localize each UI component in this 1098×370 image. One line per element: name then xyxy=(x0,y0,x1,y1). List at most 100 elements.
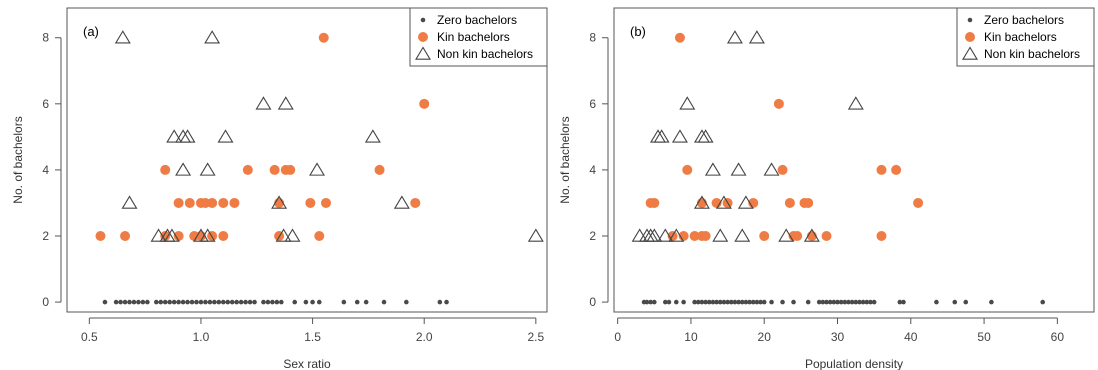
legend-b: Zero bachelors Kin bachelors Non kin bac… xyxy=(956,7,1095,67)
zero-bachelors-point xyxy=(743,299,749,305)
y-tick-label: 6 xyxy=(589,97,596,111)
zero-bachelors-point xyxy=(274,299,280,305)
zero-bachelors-point xyxy=(699,299,705,305)
kin-bachelors-point xyxy=(419,98,430,109)
data-points-a xyxy=(95,30,544,305)
zero-bachelors-point xyxy=(868,299,873,305)
zero-bachelors-point xyxy=(122,299,128,305)
zero-bachelors-point xyxy=(162,299,168,305)
kin-bachelors-point xyxy=(218,231,229,241)
plot-frame-a xyxy=(66,7,548,313)
kin-bachelors-point xyxy=(803,197,814,208)
y-tick-label: 2 xyxy=(589,229,596,243)
x-tick-label: 50 xyxy=(977,330,991,344)
zero-bachelors-point xyxy=(292,299,298,305)
non-kin-bachelors-point xyxy=(166,129,183,143)
zero-bachelors-point xyxy=(220,299,226,305)
x-tick-label: 0.5 xyxy=(81,330,98,344)
zero-bachelors-point xyxy=(310,299,315,305)
panel-label-b: (b) xyxy=(630,24,646,39)
non-kin-bachelors-point xyxy=(175,162,192,176)
zero-bachelors-point xyxy=(728,299,734,305)
kin-bachelors-point xyxy=(821,231,832,241)
zero-bachelors-point xyxy=(838,299,844,305)
zero-bachelors-point xyxy=(934,299,939,305)
kin-bachelors-point xyxy=(876,164,887,175)
kin-bachelors-point xyxy=(318,32,329,43)
x-axis-a: 0.5 1.0 1.5 2.0 2.5 xyxy=(81,317,545,344)
zero-bachelors-point xyxy=(167,299,172,305)
non-kin-bachelors-point xyxy=(715,195,732,209)
non-kin-bachelors-point xyxy=(778,228,795,242)
non-kin-bachelors-point xyxy=(726,30,743,44)
non-kin-bachelors-point xyxy=(393,195,410,209)
kin-bachelors-point xyxy=(314,231,325,241)
legend-symbol-kin-b xyxy=(965,32,975,42)
zero-bachelors-point xyxy=(714,299,719,305)
kin-bachelors-point xyxy=(674,32,685,43)
x-tick-label: 40 xyxy=(904,330,918,344)
kin-bachelors-point xyxy=(305,197,316,208)
x-tick-label: 20 xyxy=(758,330,772,344)
legend-symbol-nonkin-b xyxy=(962,46,978,60)
legend-label-kin-b: Kin bachelors xyxy=(984,30,1057,44)
zero-bachelors-point xyxy=(673,299,679,305)
zero-bachelors-point xyxy=(754,299,760,305)
zero-bachelors-point xyxy=(212,299,217,305)
non-kin-bachelors-point xyxy=(275,228,292,242)
x-tick-label: 10 xyxy=(684,330,698,344)
non-kin-bachelors-point xyxy=(712,228,729,242)
zero-bachelors-point xyxy=(303,299,309,305)
zero-bachelors-point xyxy=(354,299,360,305)
legend-symbol-nonkin-a xyxy=(415,46,431,60)
non-kin-bachelors-point xyxy=(199,228,216,242)
zero-bachelors-point xyxy=(648,299,653,305)
zero-bachelors-point xyxy=(736,299,741,305)
legend-label-zero-a: Zero bachelors xyxy=(437,13,517,27)
zero-bachelors-point xyxy=(721,299,727,305)
zero-bachelors-point xyxy=(140,299,146,305)
zero-bachelors-point xyxy=(644,299,650,305)
non-kin-bachelors-point xyxy=(255,96,272,110)
non-kin-bachelors-point xyxy=(737,195,754,209)
zero-bachelors-point xyxy=(238,299,244,305)
zero-bachelors-point xyxy=(805,299,811,305)
zero-bachelors-point xyxy=(897,299,903,305)
zero-bachelors-point xyxy=(692,299,697,305)
zero-bachelors-point xyxy=(171,299,177,305)
zero-bachelors-point xyxy=(176,299,181,305)
kin-bachelors-point xyxy=(410,197,421,208)
zero-bachelors-point xyxy=(404,299,409,305)
kin-bachelors-point xyxy=(682,164,693,175)
legend-symbol-zero-b xyxy=(967,17,973,23)
legend-marker xyxy=(420,17,426,23)
y-tick-label: 0 xyxy=(589,295,596,309)
non-kin-bachelors-point xyxy=(671,129,688,143)
panel-a: 0.5 1.0 1.5 2.0 2.5 0 2 4 6 8 (a) Sex ratio No. … xyxy=(11,7,548,370)
x-tick-label: 60 xyxy=(1051,330,1065,344)
zero-bachelors-point xyxy=(127,299,132,305)
zero-bachelors-point xyxy=(824,299,829,305)
zero-bachelors-point xyxy=(747,299,752,305)
zero-bachelors-point xyxy=(835,299,840,305)
non-kin-bachelors-point xyxy=(199,162,216,176)
non-kin-bachelors-point xyxy=(668,228,685,242)
y-tick-label: 0 xyxy=(42,295,49,309)
zero-bachelors-point xyxy=(229,299,235,305)
zero-bachelors-point xyxy=(769,299,774,305)
zero-bachelors-point xyxy=(113,299,119,305)
y-tick-label: 8 xyxy=(589,31,596,45)
zero-bachelors-point xyxy=(864,299,870,305)
zero-bachelors-point xyxy=(189,299,195,305)
kin-bachelors-point xyxy=(784,197,795,208)
non-kin-bachelors-point xyxy=(653,129,670,143)
zero-bachelors-point xyxy=(989,299,994,305)
zero-bachelors-point xyxy=(952,299,958,305)
kin-bachelors-point xyxy=(773,98,784,109)
non-kin-bachelors-point xyxy=(646,228,663,242)
legend-marker xyxy=(967,17,973,23)
non-kin-bachelors-point xyxy=(697,129,714,143)
y-tick-label: 6 xyxy=(42,97,49,111)
zero-bachelors-point xyxy=(234,299,239,305)
non-kin-bachelors-point xyxy=(163,228,180,242)
